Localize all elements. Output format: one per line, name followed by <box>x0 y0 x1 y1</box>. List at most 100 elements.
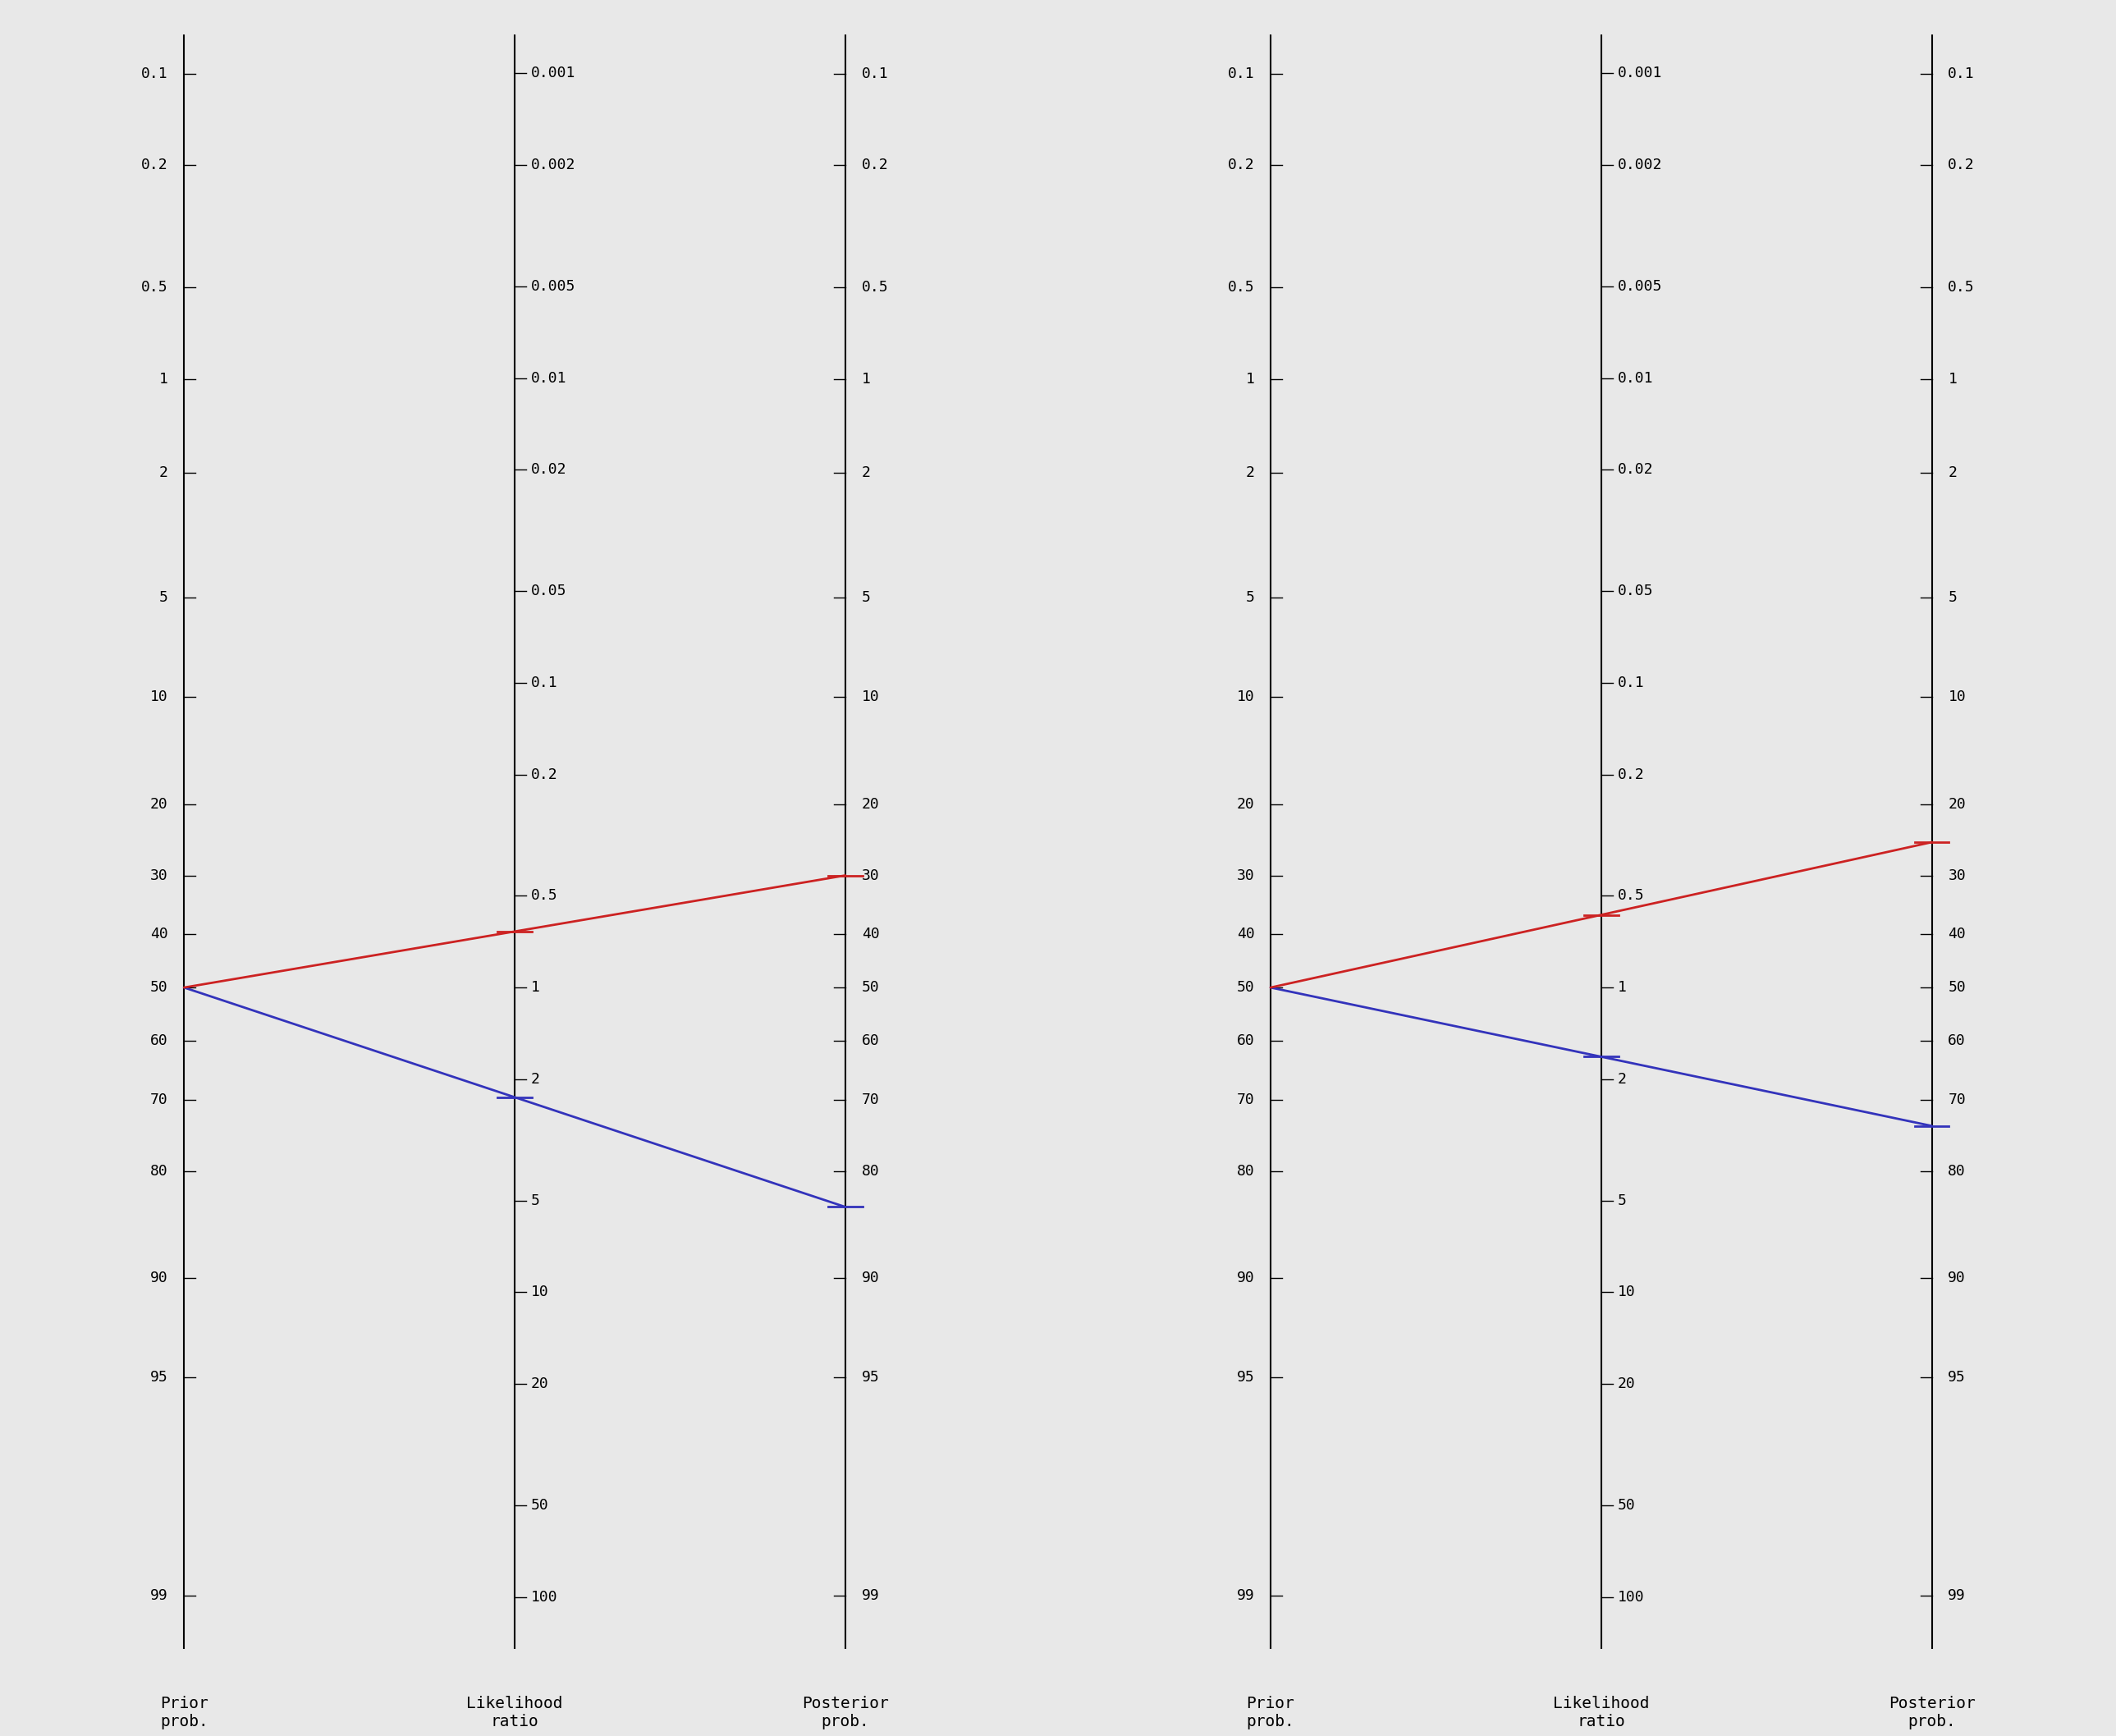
Text: 50: 50 <box>1236 981 1255 995</box>
Text: 40: 40 <box>1236 927 1255 941</box>
Text: 0.2: 0.2 <box>1617 767 1644 781</box>
Text: 20: 20 <box>150 797 167 811</box>
Text: 0.1: 0.1 <box>1617 675 1644 691</box>
Text: 2: 2 <box>1949 465 1957 479</box>
Text: 0.2: 0.2 <box>1949 158 1974 174</box>
Text: 20: 20 <box>531 1377 548 1391</box>
Text: 90: 90 <box>150 1271 167 1286</box>
Text: 70: 70 <box>1949 1092 1966 1108</box>
Text: 70: 70 <box>150 1092 167 1108</box>
Text: 5: 5 <box>531 1193 540 1208</box>
Text: 0.1: 0.1 <box>142 66 167 82</box>
Text: 50: 50 <box>531 1498 548 1512</box>
Text: 99: 99 <box>1236 1588 1255 1602</box>
Text: 0.5: 0.5 <box>1227 279 1255 295</box>
Text: 1: 1 <box>861 372 870 387</box>
Text: 2: 2 <box>861 465 870 479</box>
Text: 70: 70 <box>861 1092 880 1108</box>
Text: 30: 30 <box>1949 868 1966 884</box>
Text: 0.5: 0.5 <box>1949 279 1974 295</box>
Text: 20: 20 <box>1949 797 1966 811</box>
Text: Prior
prob.: Prior prob. <box>1246 1696 1295 1729</box>
Text: 0.02: 0.02 <box>531 462 567 477</box>
Text: 2: 2 <box>1617 1071 1627 1087</box>
Text: 0.5: 0.5 <box>861 279 889 295</box>
Text: 0.01: 0.01 <box>531 372 567 385</box>
Text: 2: 2 <box>159 465 167 479</box>
Text: 1: 1 <box>1949 372 1957 387</box>
Text: 70: 70 <box>1236 1092 1255 1108</box>
Text: 10: 10 <box>531 1285 548 1300</box>
Text: 10: 10 <box>1236 689 1255 705</box>
Text: 60: 60 <box>1236 1035 1255 1049</box>
Text: 0.2: 0.2 <box>861 158 889 174</box>
Text: 0.001: 0.001 <box>1617 66 1661 82</box>
Text: 5: 5 <box>861 590 870 606</box>
Text: 30: 30 <box>861 868 880 884</box>
Text: 99: 99 <box>861 1588 880 1602</box>
Text: Posterior
prob.: Posterior prob. <box>1890 1696 1976 1729</box>
Text: 5: 5 <box>1617 1193 1627 1208</box>
Text: 80: 80 <box>1949 1163 1966 1179</box>
Text: 0.5: 0.5 <box>142 279 167 295</box>
Text: 80: 80 <box>150 1163 167 1179</box>
Text: 80: 80 <box>1236 1163 1255 1179</box>
Text: 0.1: 0.1 <box>1227 66 1255 82</box>
Text: 0.1: 0.1 <box>1949 66 1974 82</box>
Text: 0.5: 0.5 <box>1617 889 1644 903</box>
Text: 90: 90 <box>1236 1271 1255 1286</box>
Text: 60: 60 <box>1949 1035 1966 1049</box>
Text: 0.1: 0.1 <box>861 66 889 82</box>
Text: 0.5: 0.5 <box>531 889 559 903</box>
Text: 0.002: 0.002 <box>531 158 576 172</box>
Text: 95: 95 <box>861 1370 880 1385</box>
Text: 80: 80 <box>861 1163 880 1179</box>
Text: 0.005: 0.005 <box>531 279 576 293</box>
Text: 0.001: 0.001 <box>531 66 576 82</box>
Text: 20: 20 <box>1617 1377 1636 1391</box>
Text: 1: 1 <box>531 981 540 995</box>
Text: 20: 20 <box>1236 797 1255 811</box>
Text: 0.002: 0.002 <box>1617 158 1661 172</box>
Text: 50: 50 <box>1949 981 1966 995</box>
Text: 95: 95 <box>1949 1370 1966 1385</box>
Text: 30: 30 <box>1236 868 1255 884</box>
Text: 40: 40 <box>150 927 167 941</box>
Text: 0.05: 0.05 <box>531 583 567 599</box>
Text: 60: 60 <box>861 1035 880 1049</box>
Text: Likelihood
ratio: Likelihood ratio <box>1553 1696 1650 1729</box>
Text: 5: 5 <box>1949 590 1957 606</box>
Text: 1: 1 <box>1246 372 1255 387</box>
Text: 99: 99 <box>150 1588 167 1602</box>
Text: 100: 100 <box>1617 1590 1644 1604</box>
Text: 10: 10 <box>1949 689 1966 705</box>
Text: 20: 20 <box>861 797 880 811</box>
Text: 0.005: 0.005 <box>1617 279 1661 293</box>
Text: 100: 100 <box>531 1590 559 1604</box>
Text: 99: 99 <box>1949 1588 1966 1602</box>
Text: 60: 60 <box>150 1035 167 1049</box>
Text: 0.02: 0.02 <box>1617 462 1653 477</box>
Text: 2: 2 <box>531 1071 540 1087</box>
Text: Posterior
prob.: Posterior prob. <box>802 1696 889 1729</box>
Text: 5: 5 <box>159 590 167 606</box>
Text: 10: 10 <box>1617 1285 1636 1300</box>
Text: 50: 50 <box>861 981 880 995</box>
Text: 0.01: 0.01 <box>1617 372 1653 385</box>
Text: 0.2: 0.2 <box>1227 158 1255 174</box>
Text: 0.2: 0.2 <box>142 158 167 174</box>
Text: 10: 10 <box>150 689 167 705</box>
Text: 0.2: 0.2 <box>531 767 559 781</box>
Text: Likelihood
ratio: Likelihood ratio <box>466 1696 563 1729</box>
Text: 90: 90 <box>861 1271 880 1286</box>
Text: 5: 5 <box>1246 590 1255 606</box>
Text: 40: 40 <box>861 927 880 941</box>
Text: 0.1: 0.1 <box>531 675 559 691</box>
Text: 0.05: 0.05 <box>1617 583 1653 599</box>
Text: 10: 10 <box>861 689 880 705</box>
Text: 1: 1 <box>159 372 167 387</box>
Text: 40: 40 <box>1949 927 1966 941</box>
Text: 1: 1 <box>1617 981 1627 995</box>
Text: 90: 90 <box>1949 1271 1966 1286</box>
Text: 50: 50 <box>1617 1498 1636 1512</box>
